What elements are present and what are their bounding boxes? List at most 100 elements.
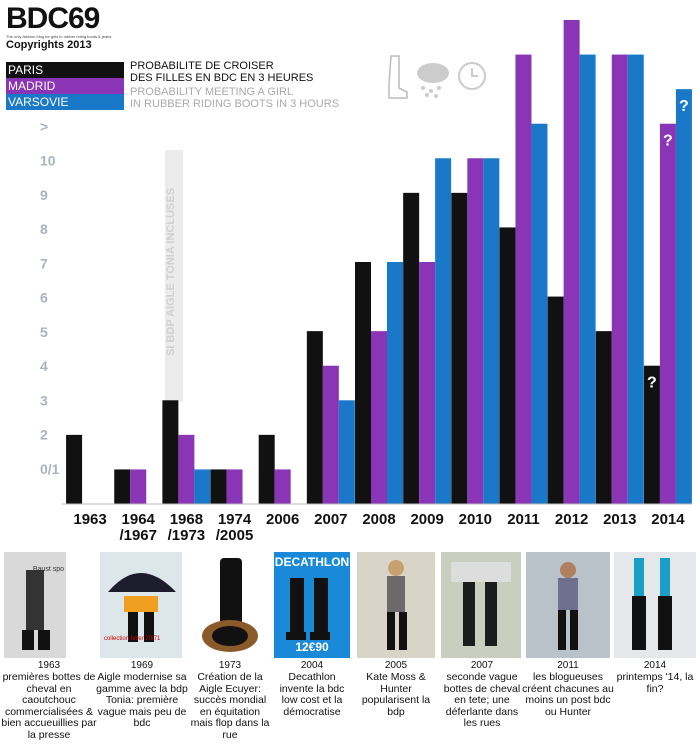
photo-1969: collection hiver 70/71	[100, 552, 182, 658]
bar-varsovie	[531, 123, 548, 504]
bar-paris	[162, 400, 179, 504]
y-tick-label: 6	[40, 290, 48, 306]
y-tick-label: 10	[40, 153, 56, 169]
x-tick-label: 1968	[170, 511, 203, 528]
x-tick-label: 1974	[218, 511, 252, 528]
bar-madrid	[563, 20, 580, 504]
bar-madrid	[611, 54, 628, 504]
x-tick-label: /1973	[168, 527, 206, 544]
bar-madrid	[130, 469, 147, 504]
x-tick-label: /2005	[216, 527, 254, 544]
photo-2005	[357, 552, 435, 658]
question-mark-label: ?	[679, 98, 689, 115]
x-tick-label: 2013	[603, 511, 636, 528]
y-tick-label: 4	[40, 358, 48, 374]
question-mark-label: ?	[647, 375, 657, 392]
bar-madrid	[659, 123, 676, 504]
x-tick-label: 2010	[459, 511, 492, 528]
x-tick-label: 2007	[314, 511, 347, 528]
x-tick-label: 1964	[122, 511, 156, 528]
x-tick-label: 2009	[410, 511, 443, 528]
x-tick-label: 2014	[651, 511, 685, 528]
photo-year-2004: 2004	[300, 660, 324, 671]
bar-paris	[595, 331, 612, 504]
photo-year-1963: 1963	[37, 660, 61, 671]
copyright-text: Copyrights 2013	[6, 39, 92, 51]
photo-2007	[441, 552, 521, 658]
photo-year-2014: 2014	[643, 660, 667, 671]
y-tick-label: 9	[40, 187, 48, 203]
question-mark-label: ?	[663, 133, 673, 150]
bar-paris	[643, 365, 660, 504]
photo-1969-inset: collection hiver 70/71	[104, 636, 161, 642]
photo-1963-inset: Baust spo	[32, 566, 64, 573]
y-tick-label: 3	[40, 392, 48, 408]
bar-madrid	[467, 158, 484, 505]
photo-caption-2007: seconde vague bottes de cheval en tete; …	[443, 671, 521, 729]
y-tick-label: >	[40, 119, 48, 135]
chart-legend: PARIS MADRID VARSOVIE	[6, 62, 124, 110]
bar-paris	[210, 469, 227, 504]
photo-caption-1963: premières bottes de cheval en caoutchouc…	[1, 671, 97, 741]
subtitle-en-line1: PROBABILITY MEETING A GIRL	[130, 86, 294, 98]
bar-varsovie	[435, 158, 452, 505]
brand-logo: BDC69	[6, 2, 100, 35]
bar-varsovie	[387, 262, 403, 504]
bar-varsovie	[627, 54, 644, 504]
bar-paris	[403, 192, 420, 504]
x-tick-label: 2011	[507, 511, 540, 528]
photo-year-1969: 1969	[130, 660, 154, 671]
x-tick-label: /1967	[119, 527, 157, 544]
legend-item-paris: PARIS	[6, 62, 124, 78]
bar-paris	[355, 262, 371, 504]
photo-year-2011: 2011	[557, 660, 579, 671]
bar-madrid	[515, 54, 532, 504]
photo-caption-2005: Kate Moss & Hunter popularisent la bdp	[361, 671, 431, 718]
photo-year-2005: 2005	[384, 660, 408, 671]
photo-2011	[526, 552, 610, 658]
bar-madrid	[178, 434, 195, 504]
bar-madrid	[322, 365, 339, 504]
y-tick-label: 5	[40, 324, 48, 340]
bar-paris	[114, 469, 131, 504]
photo-caption-2014: printemps '14, la fin?	[616, 671, 694, 695]
photo-year-2007: 2007	[470, 660, 494, 671]
bar-paris	[306, 331, 323, 504]
x-tick-label: 2012	[555, 511, 588, 528]
bar-varsovie	[338, 400, 355, 504]
chart-subtitle: PROBABILITE DE CROISER DES FILLES EN BDC…	[130, 60, 339, 110]
annotation-band	[165, 150, 183, 402]
x-tick-label: 1963	[73, 511, 106, 528]
bar-paris	[451, 192, 468, 504]
subtitle-fr-line2: DES FILLES EN BDC EN 3 HEURES	[130, 72, 314, 84]
decathlon-logo: DECATHLON	[274, 555, 350, 569]
photo-1973	[196, 552, 266, 658]
y-tick-label: 2	[40, 427, 48, 443]
photo-2004: DECATHLON 12€90	[274, 552, 350, 658]
bar-paris	[258, 434, 275, 504]
photo-1963: Baust spo	[4, 552, 66, 658]
annotation-text: SI BDP AIGLE TONIA INCLUSES	[165, 188, 177, 356]
photo-caption-1973: Création de la Aigle Ecuyer: succès mond…	[190, 671, 270, 741]
bar-varsovie	[579, 54, 596, 504]
bar-madrid	[419, 262, 436, 504]
photo-year-1973: 1973	[218, 660, 242, 671]
bar-madrid	[226, 469, 243, 504]
snow-cloud-icon	[417, 63, 449, 98]
legend-label-varsovie: VARSOVIE	[6, 94, 124, 110]
legend-item-varsovie: VARSOVIE	[6, 94, 124, 110]
bar-paris	[66, 434, 83, 504]
bar-varsovie	[675, 89, 692, 505]
photo-caption-2004: Decathlon invente la bdc low cost et la …	[279, 671, 345, 718]
bar-chart: SI BDP AIGLE TONIA INCLUSES 0/1 2 3 4 5 6 7 8 9 10…	[40, 20, 692, 544]
x-tick-label: 2006	[266, 511, 299, 528]
clock-icon	[458, 62, 486, 90]
bar-madrid	[274, 469, 291, 504]
brand-block: BDC69 The only fashion blog for girls in…	[6, 2, 112, 52]
x-tick-label: 2008	[362, 511, 395, 528]
y-tick-label: 0/1	[40, 461, 60, 477]
bar-paris	[499, 227, 516, 504]
legend-label-paris: PARIS	[6, 62, 124, 78]
brand-tagline: The only fashion blog for girls in rubbe…	[6, 34, 112, 39]
photo-2014	[614, 552, 696, 658]
